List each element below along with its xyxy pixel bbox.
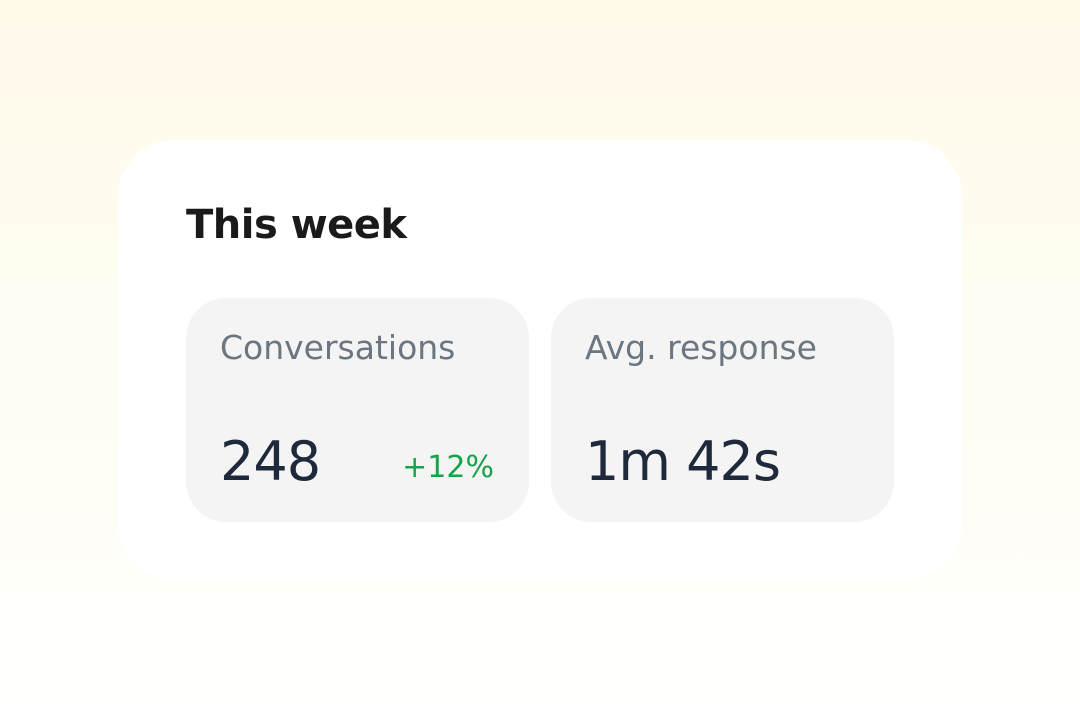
stat-tile: Conversations 248 +12%	[186, 298, 529, 522]
stat-change: +12%	[402, 450, 494, 485]
stat-tile: Avg. response 1m 42s	[551, 298, 894, 522]
stat-label: Avg. response	[585, 328, 817, 367]
stat-label: Conversations	[220, 328, 456, 367]
stat-value: 248	[220, 430, 321, 493]
stat-value: 1m 42s	[585, 430, 781, 493]
stats-card: This week Conversations 248 +12% Avg. re…	[118, 140, 962, 580]
card-title: This week	[186, 202, 407, 248]
